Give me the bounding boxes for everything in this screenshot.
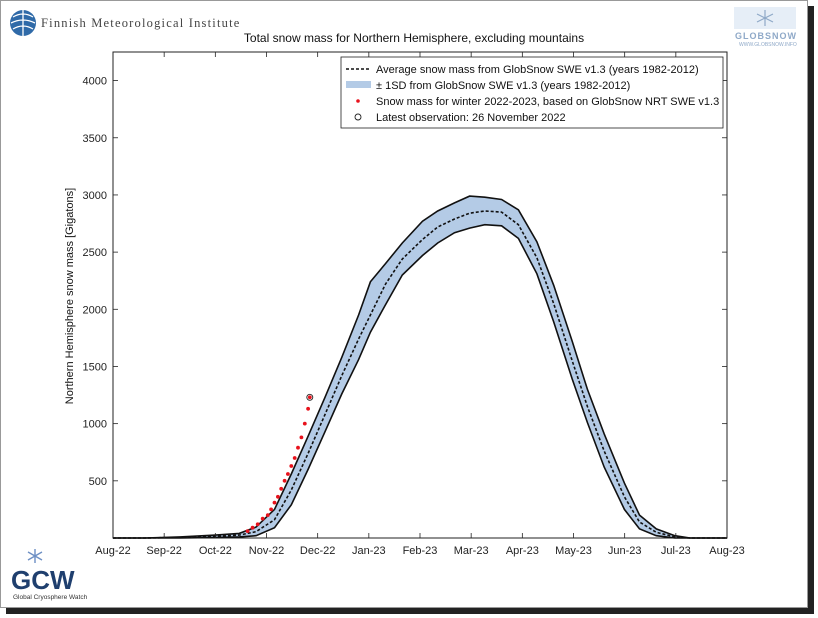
mean-line-group [113, 210, 727, 539]
plot-area [112, 51, 728, 539]
y-tick-label: 1500 [83, 361, 107, 373]
gcw-snowflake-icon [27, 549, 43, 563]
legend-entry-obs: Snow mass for winter 2022-2023, based on… [376, 96, 719, 108]
y-tick-label: 500 [89, 476, 107, 488]
x-tick-label: Aug-22 [95, 545, 130, 557]
x-tick-label: May-23 [555, 545, 592, 557]
globsnow-text: GLOBSNOW [735, 31, 797, 41]
observation-point [272, 500, 277, 505]
sd-band-lower-edge [113, 223, 727, 539]
observation-point [250, 525, 255, 530]
y-tick-label: 3000 [83, 190, 107, 202]
x-tick-label: Aug-23 [709, 545, 744, 557]
observation-point [307, 395, 312, 400]
x-tick-label: Dec-22 [300, 545, 335, 557]
x-tick-label: Jul-23 [661, 545, 691, 557]
observation-point [276, 494, 280, 499]
observation-point [289, 464, 294, 468]
legend-box [340, 56, 724, 129]
observation-point [269, 507, 273, 512]
fmi-globe-lines-icon [10, 10, 36, 36]
fmi-logo: Finnish Meteorological Institute [10, 10, 241, 36]
x-tick-label: Oct-22 [199, 545, 232, 557]
y-tick-label: 4000 [83, 76, 107, 88]
observation-point [245, 529, 250, 533]
legend-entry-latest: Latest observation: 26 November 2022 [376, 112, 566, 124]
gcw-sub: Global Cryosphere Watch [13, 594, 88, 601]
legend-swatch-obs [356, 99, 360, 103]
y-axis-label: Northern Hemisphere snow mass [Gigatons] [64, 188, 76, 404]
observation-point [260, 516, 265, 521]
gcw-logo: GCW Global Cryosphere Watch [11, 549, 88, 601]
globsnow-logo: GLOBSNOW WWW.GLOBSNOW.INFO [734, 7, 797, 48]
observation-group [245, 393, 314, 533]
gcw-text: GCW [11, 565, 75, 595]
y-tick-label: 2500 [83, 247, 107, 259]
x-tick-label: Apr-23 [506, 545, 539, 557]
observation-point [299, 435, 304, 440]
x-tick-label: Feb-23 [403, 545, 438, 557]
snowflake-icon [756, 10, 774, 26]
observation-point [279, 486, 284, 491]
figure-frame: Finnish Meteorological Institute GLOBSNO… [0, 0, 808, 608]
x-tick-label: Mar-23 [454, 545, 489, 557]
observation-point [302, 421, 307, 426]
latest-observation-marker [306, 393, 314, 401]
observation-point [286, 472, 290, 476]
sd-band-group [113, 195, 727, 539]
globsnow-url: WWW.GLOBSNOW.INFO [739, 42, 797, 48]
fmi-name: Finnish Meteorological Institute [41, 16, 241, 30]
x-tick-label: Jun-23 [608, 545, 642, 557]
observation-point [265, 513, 270, 517]
observation-point [306, 406, 310, 411]
chart: Finnish Meteorological Institute GLOBSNO… [10, 7, 797, 601]
sd-band-upper-edge [113, 195, 727, 539]
observation-point [296, 445, 300, 450]
mean-line [113, 210, 727, 539]
observation-point [255, 522, 260, 527]
x-tick-group: Aug-22 Sep-22 Oct-22 Nov-22 Dec-22 Jan-23 Feb-… [95, 52, 745, 557]
legend-swatch-latest [354, 113, 362, 121]
legend-entry-mean: Average snow mass from GlobSnow SWE v1.3… [376, 64, 699, 76]
observation-point [282, 478, 287, 483]
x-tick-label: Jan-23 [352, 545, 386, 557]
legend-swatch-band [346, 81, 371, 88]
x-tick-label: Sep-22 [146, 545, 181, 557]
legend: Average snow mass from GlobSnow SWE v1.3… [340, 56, 724, 129]
chart-title: Total snow mass for Northern Hemisphere,… [244, 31, 584, 45]
legend-entry-band: ± 1SD from GlobSnow SWE v1.3 (years 1982… [376, 80, 630, 92]
y-tick-label: 2000 [83, 304, 107, 316]
y-tick-label: 1000 [83, 419, 107, 431]
y-tick-label: 3500 [83, 133, 107, 145]
y-tick-group: 500 1000 1500 2000 2500 3000 3500 4000 [83, 76, 727, 488]
observation-point [292, 456, 297, 460]
x-tick-label: Nov-22 [249, 545, 284, 557]
